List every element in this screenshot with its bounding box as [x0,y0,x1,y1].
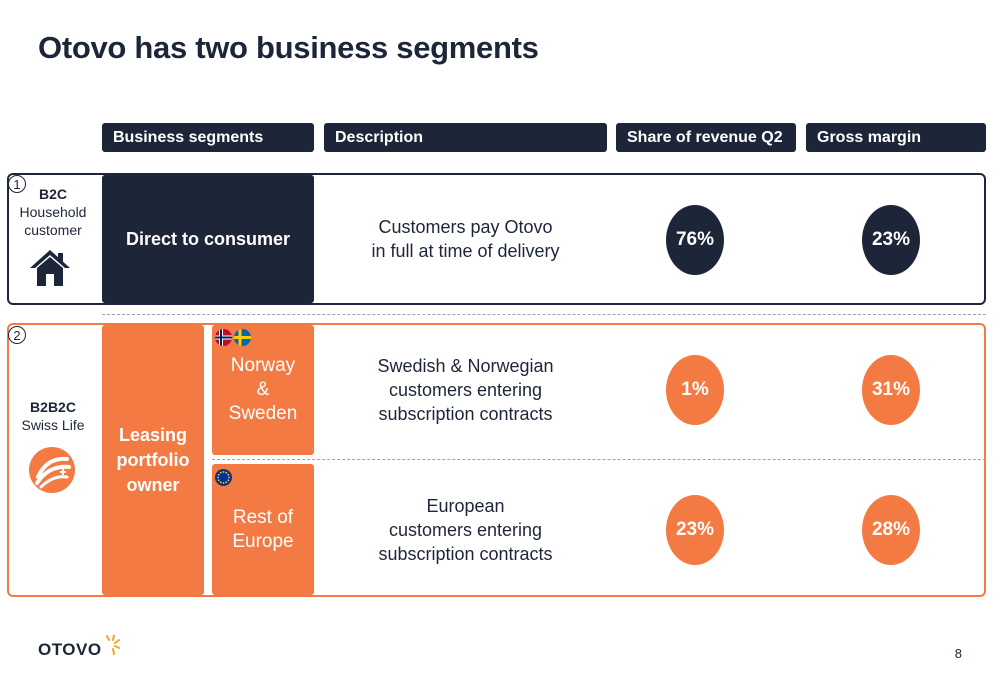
description-line: Swedish & Norwegian [377,356,554,376]
segment-row-b2b2c [7,323,986,597]
customer-label: customer [24,222,82,238]
revenue-share-b2c: 76% [666,205,724,275]
segment-row-b2c [7,173,986,305]
revenue-share-rest-of-europe: 23% [666,495,724,565]
customer-label: Household [19,204,87,220]
sun-icon [104,633,120,660]
description-b2c: Customers pay Otovo in full at time of d… [324,175,607,303]
subrow-separator [212,459,986,460]
description-norway-sweden: Swedish & Norwegian customers entering s… [324,325,607,455]
region-line: & [256,379,270,400]
header-share-of-revenue: Share of revenue Q2 [616,123,796,152]
customer-info-b2c: B2C Household customer [12,185,94,239]
region-line: Europe [232,530,294,552]
row-number-badge: 1 [8,175,26,193]
page-title: Otovo has two business segments [38,30,539,65]
header-business-segments: Business segments [102,123,314,152]
segment-line: owner [126,474,180,495]
otovo-logo: OTOVO [38,633,120,660]
header-gross-margin: Gross margin [806,123,986,152]
header-description: Description [324,123,607,152]
segment-direct-to-consumer: Direct to consumer [102,175,314,303]
segment-leasing-portfolio-owner: Leasing portfolio owner [102,325,204,595]
logo-text: OTOVO [38,640,102,659]
customer-info-b2b2c: B2B2C Swiss Life [12,398,94,434]
customer-type: B2B2C [30,399,76,415]
page-number: 8 [954,646,962,661]
gross-margin-norway-sweden: 31% [862,355,920,425]
region-line: Rest of [232,506,294,528]
region-line: Norway [230,355,296,376]
description-line: subscription contracts [378,404,553,424]
region-line: Sweden [228,403,298,424]
customer-type: B2C [38,186,67,202]
description-line: customers entering [388,380,543,400]
description-line: customers entering [388,519,543,540]
revenue-share-norway-sweden: 1% [666,355,724,425]
swiss-life-logo-icon [29,447,75,493]
customer-label: Swiss Life [21,417,85,433]
description-rest-of-europe: European customers entering subscription… [324,464,607,595]
description-line: in full at time of delivery [371,241,560,261]
segment-line: portfolio [116,449,190,470]
eu-flag-icon [215,469,232,486]
house-icon [30,248,70,288]
row-number-badge: 2 [8,326,26,344]
gross-margin-b2c: 23% [862,205,920,275]
description-line: Customers pay Otovo [378,217,553,237]
segment-line: Leasing [118,424,187,445]
description-line: subscription contracts [378,543,553,564]
norway-flag-icon [215,329,232,346]
region-norway-sweden: Norway & Sweden [212,325,314,455]
region-rest-of-europe: Rest of Europe [212,464,314,595]
gross-margin-rest-of-europe: 28% [862,495,920,565]
sweden-flag-icon [234,329,251,346]
row-separator [102,314,986,315]
description-line: European [426,495,505,516]
